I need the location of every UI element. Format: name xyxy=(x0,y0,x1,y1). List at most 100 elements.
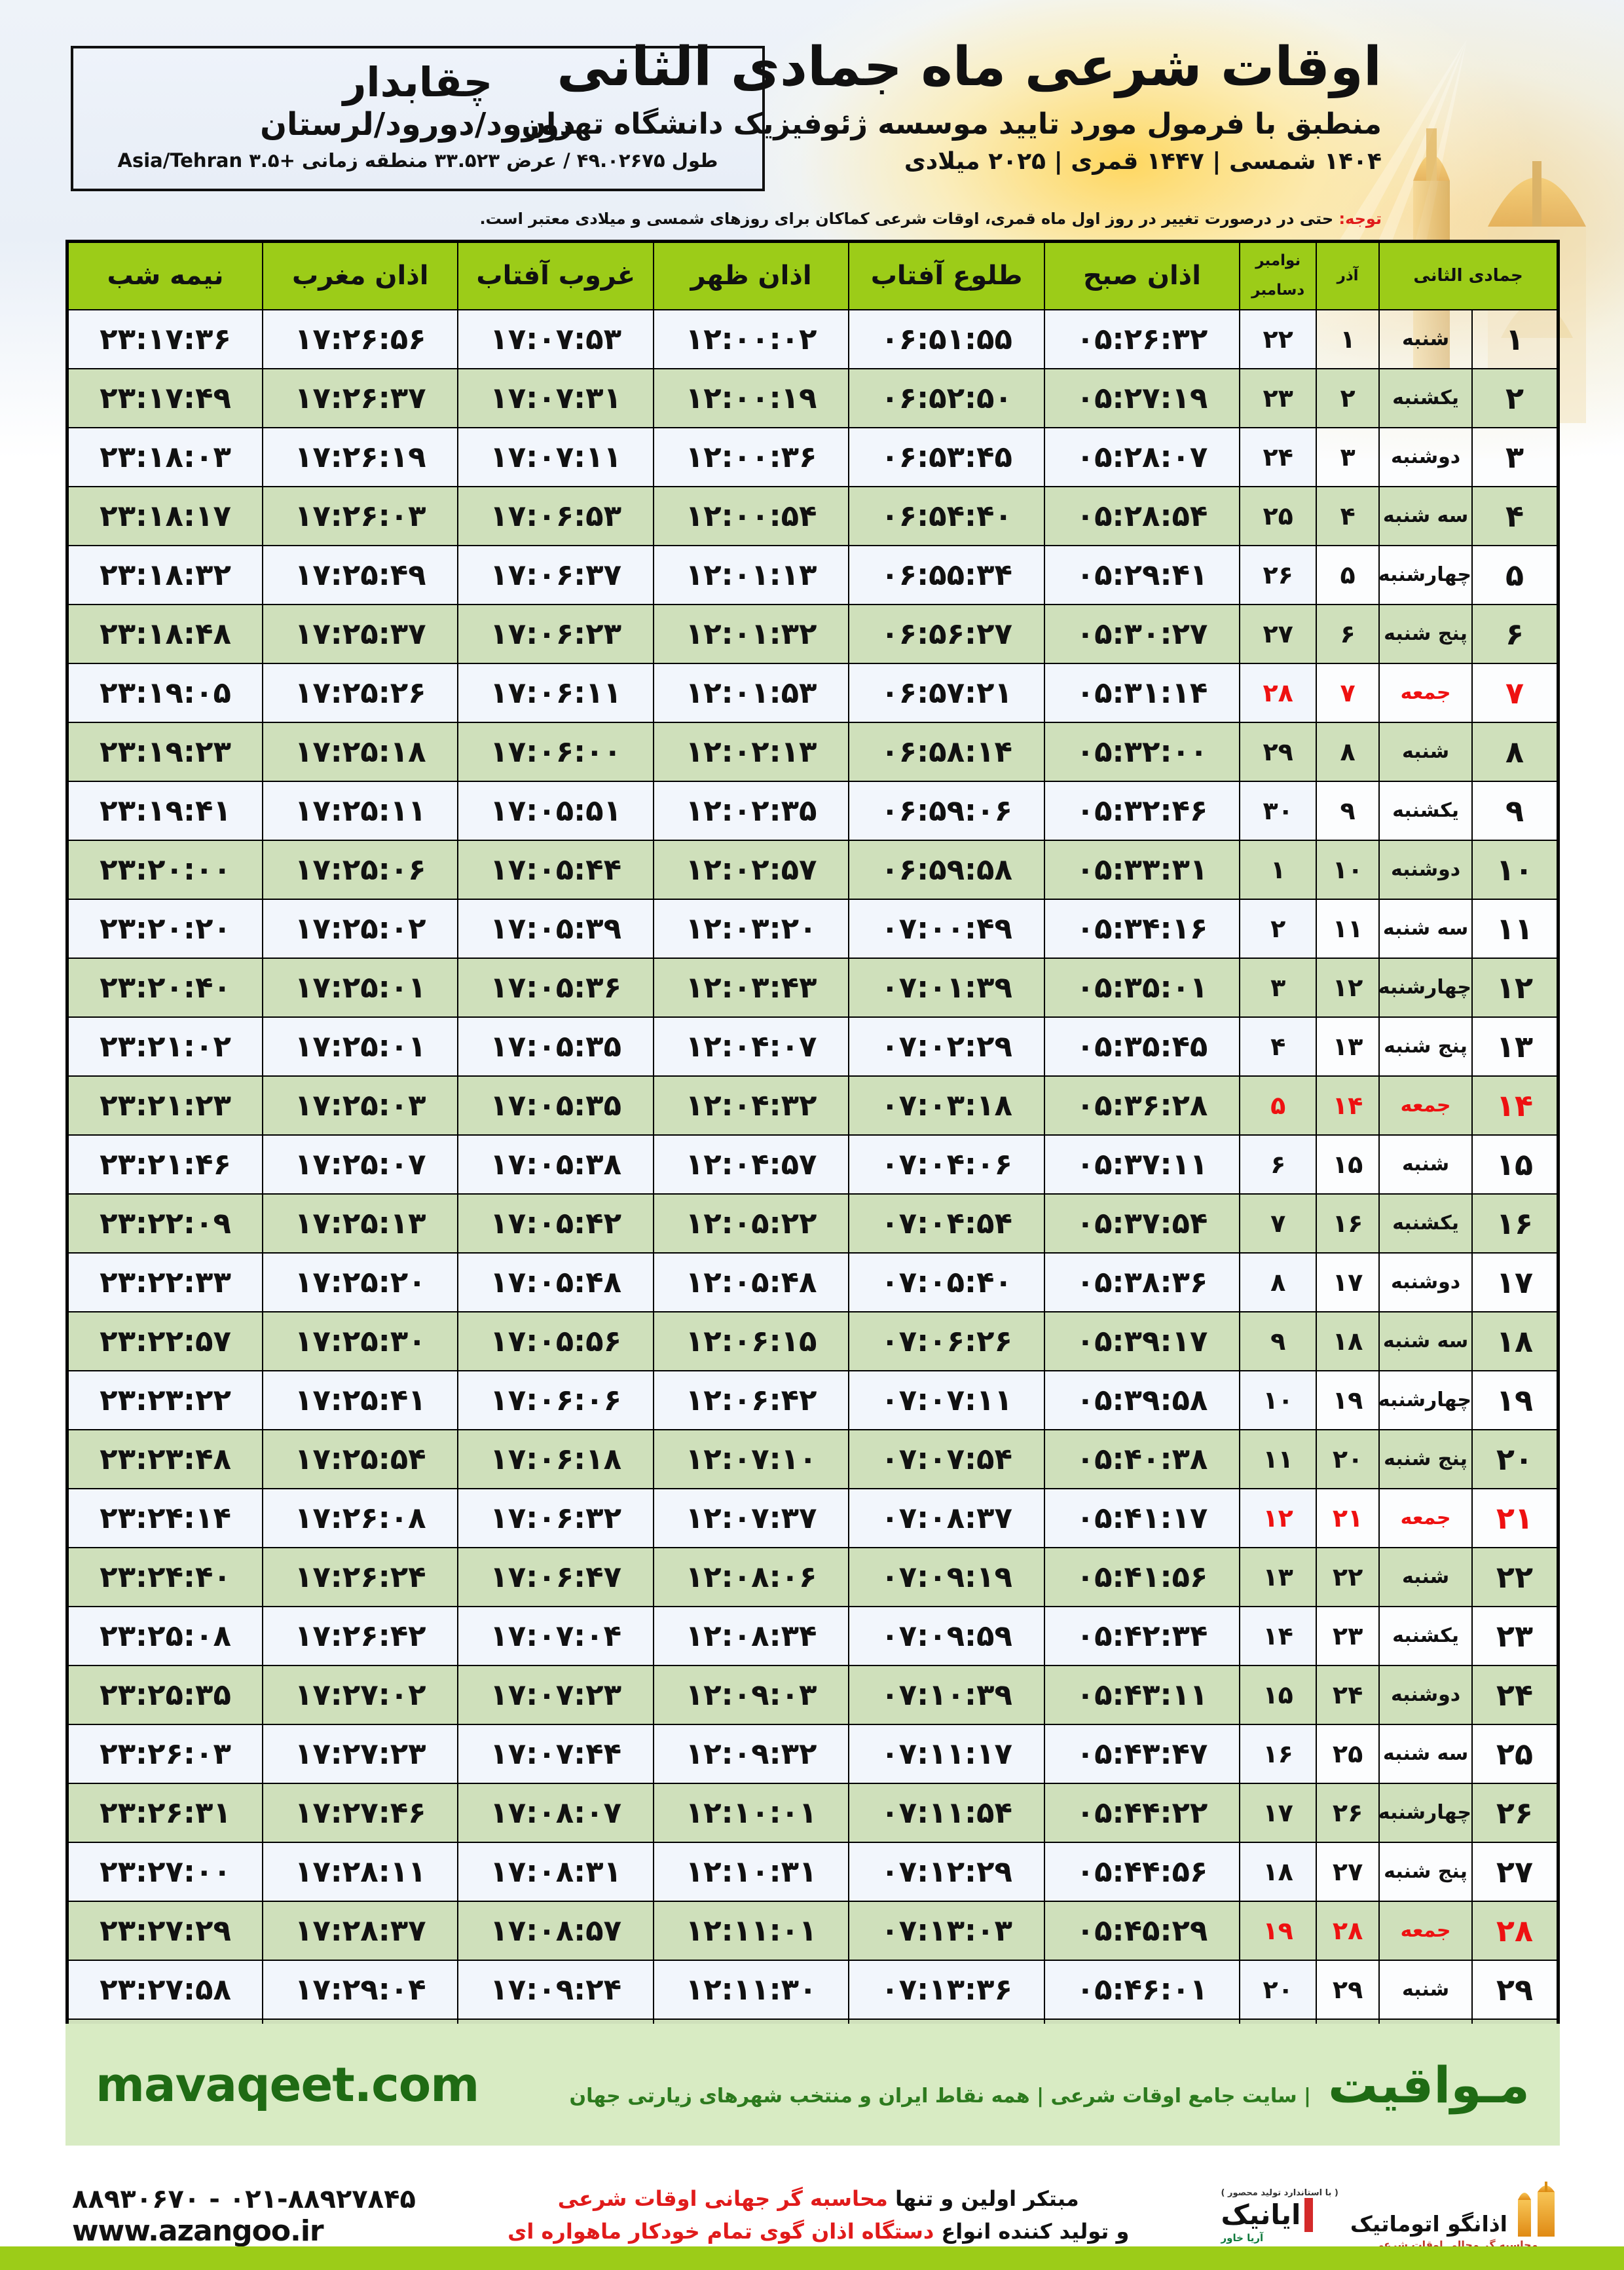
time-sunset: ۱۷:۰۷:۱۱ xyxy=(457,426,654,487)
day-weekday: دوشنبه xyxy=(1378,426,1473,487)
time-fajr: ۰۵:۳۹:۵۸ xyxy=(1043,1369,1241,1430)
time-maghrib: ۱۷:۲۵:۵۴ xyxy=(262,1428,459,1489)
time-maghrib: ۱۷:۲۵:۴۱ xyxy=(262,1369,459,1430)
col-header-midnight: نیمه شب xyxy=(66,240,264,310)
time-dhuhr: ۱۲:۰۹:۰۳ xyxy=(652,1664,850,1725)
advert-line-1-highlight: محاسبه گر جهانی اوقات شرعی xyxy=(557,2186,888,2212)
time-sunrise: ۰۷:۰۶:۲۶ xyxy=(848,1311,1045,1371)
time-sunset: ۱۷:۰۶:۱۱ xyxy=(457,662,654,723)
day-gregorian: ۲۵ xyxy=(1239,485,1318,546)
time-fajr: ۰۵:۲۹:۴۱ xyxy=(1043,544,1241,605)
time-dhuhr: ۱۲:۰۵:۲۲ xyxy=(652,1193,850,1254)
table-row: ۱۷ دوشنبه ۱۷ ۸ ۰۵:۳۸:۳۶ ۰۷:۰۵:۴۰ ۱۲:۰۵:۴۸ ۱۷:۰۵… xyxy=(66,1252,1559,1312)
time-maghrib: ۱۷:۲۵:۰۶ xyxy=(262,839,459,900)
day-solar: ۹ xyxy=(1316,780,1380,841)
time-maghrib: ۱۷:۲۵:۲۶ xyxy=(262,662,459,723)
day-hijri: ۲ xyxy=(1471,367,1559,428)
table-body: ۱ شنبه ۱ ۲۲ ۰۵:۲۶:۳۲ ۰۶:۵۱:۵۵ ۱۲:۰۰:۰۲ ۱۷:۰۷:۵۳… xyxy=(66,308,1559,2079)
time-midnight: ۲۳:۱۸:۱۷ xyxy=(66,485,264,546)
col-header-sunrise: طلوع آفتاب xyxy=(848,240,1045,310)
time-sunrise: ۰۶:۵۵:۳۴ xyxy=(848,544,1045,605)
time-sunset: ۱۷:۰۵:۴۸ xyxy=(457,1252,654,1312)
day-weekday: دوشنبه xyxy=(1378,839,1473,900)
day-solar: ۱۸ xyxy=(1316,1311,1380,1371)
day-weekday: یکشنبه xyxy=(1378,1605,1473,1666)
time-fajr: ۰۵:۲۸:۵۴ xyxy=(1043,485,1241,546)
time-dhuhr: ۱۲:۰۴:۵۷ xyxy=(652,1134,850,1195)
note-text: حتی در درصورت تغییر در روز اول ماه قمری،… xyxy=(479,210,1334,228)
advert-line-2: و تولید کننده انواع دستگاه اذان گوی تمام… xyxy=(416,2216,1221,2248)
time-sunset: ۱۷:۰۶:۴۷ xyxy=(457,1546,654,1607)
day-weekday: یکشنبه xyxy=(1378,1193,1473,1254)
time-fajr: ۰۵:۳۴:۱۶ xyxy=(1043,898,1241,959)
time-sunset: ۱۷:۰۹:۲۴ xyxy=(457,1959,654,2020)
col-header-gregorian-top: نوامبر xyxy=(1255,252,1301,270)
table-row: ۶ پنج شنبه ۶ ۲۷ ۰۵:۳۰:۲۷ ۰۶:۵۶:۲۷ ۱۲:۰۱:۳۲ ۱۷:۰… xyxy=(66,603,1559,664)
time-sunrise: ۰۷:۰۷:۵۴ xyxy=(848,1428,1045,1489)
note-label: توجه: xyxy=(1338,210,1382,228)
day-solar: ۱۷ xyxy=(1316,1252,1380,1312)
time-midnight: ۲۳:۲۴:۴۰ xyxy=(66,1546,264,1607)
day-hijri: ۱۴ xyxy=(1471,1075,1559,1136)
day-hijri: ۱۲ xyxy=(1471,957,1559,1018)
time-sunset: ۱۷:۰۶:۱۸ xyxy=(457,1428,654,1489)
time-fajr: ۰۵:۴۲:۳۴ xyxy=(1043,1605,1241,1666)
contact-website[interactable]: www.azangoo.ir xyxy=(72,2214,324,2248)
time-midnight: ۲۳:۲۲:۰۹ xyxy=(66,1193,264,1254)
day-hijri: ۱۹ xyxy=(1471,1369,1559,1430)
day-weekday: پنج شنبه xyxy=(1378,603,1473,664)
time-sunrise: ۰۶:۵۳:۴۵ xyxy=(848,426,1045,487)
footer-brand-tagline: | سایت جامع اوقات شرعی | همه نقاط ایران … xyxy=(569,2084,1312,2108)
day-gregorian: ۳ xyxy=(1239,957,1318,1018)
azangoo-logo-name: اذانگو اتوماتیک xyxy=(1350,2211,1508,2237)
time-maghrib: ۱۷:۲۵:۰۷ xyxy=(262,1134,459,1195)
time-dhuhr: ۱۲:۰۶:۴۲ xyxy=(652,1369,850,1430)
col-header-fajr: اذان صبح xyxy=(1043,240,1241,310)
day-solar: ۵ xyxy=(1316,544,1380,605)
table-header-row: جمادی الثانی آذر نوامبر دسامبر اذان صبح … xyxy=(66,240,1559,310)
table-row: ۳ دوشنبه ۳ ۲۴ ۰۵:۲۸:۰۷ ۰۶:۵۳:۴۵ ۱۲:۰۰:۳۶ ۱۷:۰۷:… xyxy=(66,426,1559,487)
time-fajr: ۰۵:۴۳:۱۱ xyxy=(1043,1664,1241,1725)
day-hijri: ۲۴ xyxy=(1471,1664,1559,1725)
time-dhuhr: ۱۲:۰۰:۱۹ xyxy=(652,367,850,428)
day-weekday: یکشنبه xyxy=(1378,367,1473,428)
time-sunset: ۱۷:۰۶:۳۲ xyxy=(457,1487,654,1548)
day-weekday: دوشنبه xyxy=(1378,1252,1473,1312)
time-sunset: ۱۷:۰۶:۳۷ xyxy=(457,544,654,605)
time-maghrib: ۱۷:۲۶:۱۹ xyxy=(262,426,459,487)
time-sunrise: ۰۷:۰۸:۳۷ xyxy=(848,1487,1045,1548)
time-sunrise: ۰۷:۱۳:۰۳ xyxy=(848,1900,1045,1961)
time-fajr: ۰۵:۳۵:۰۱ xyxy=(1043,957,1241,1018)
time-midnight: ۲۳:۲۷:۲۹ xyxy=(66,1900,264,1961)
time-sunrise: ۰۷:۱۰:۳۹ xyxy=(848,1664,1045,1725)
time-midnight: ۲۳:۲۰:۰۰ xyxy=(66,839,264,900)
time-maghrib: ۱۷:۲۷:۰۲ xyxy=(262,1664,459,1725)
time-sunrise: ۰۶:۵۲:۵۰ xyxy=(848,367,1045,428)
day-solar: ۲۰ xyxy=(1316,1428,1380,1489)
azangoo-logo: اذانگو اتوماتیک محاسبه گر مجالی اوقات شر… xyxy=(1350,2180,1561,2251)
day-gregorian: ۱۷ xyxy=(1239,1782,1318,1843)
time-sunrise: ۰۶:۵۸:۱۴ xyxy=(848,721,1045,782)
time-sunset: ۱۷:۰۶:۲۳ xyxy=(457,603,654,664)
day-solar: ۶ xyxy=(1316,603,1380,664)
time-fajr: ۰۵:۳۱:۱۴ xyxy=(1043,662,1241,723)
time-dhuhr: ۱۲:۰۱:۵۳ xyxy=(652,662,850,723)
day-weekday: چهارشنبه xyxy=(1378,1369,1473,1430)
time-maghrib: ۱۷:۲۶:۴۲ xyxy=(262,1605,459,1666)
day-gregorian: ۲۰ xyxy=(1239,1959,1318,2020)
time-midnight: ۲۳:۱۸:۳۲ xyxy=(66,544,264,605)
day-weekday: چهارشنبه xyxy=(1378,957,1473,1018)
time-sunrise: ۰۷:۰۹:۵۹ xyxy=(848,1605,1045,1666)
time-sunrise: ۰۶:۵۴:۴۰ xyxy=(848,485,1045,546)
day-solar: ۲ xyxy=(1316,367,1380,428)
footer-website-link[interactable]: mavaqeet.com xyxy=(96,2057,479,2112)
day-weekday: شنبه xyxy=(1378,1959,1473,2020)
day-hijri: ۲۸ xyxy=(1471,1900,1559,1961)
note-line: توجه: حتی در درصورت تغییر در روز اول ماه… xyxy=(98,210,1382,228)
day-hijri: ۴ xyxy=(1471,485,1559,546)
day-solar: ۷ xyxy=(1316,662,1380,723)
day-hijri: ۲۵ xyxy=(1471,1723,1559,1784)
time-dhuhr: ۱۲:۰۳:۲۰ xyxy=(652,898,850,959)
time-sunset: ۱۷:۰۶:۰۶ xyxy=(457,1369,654,1430)
table-row: ۱۸ سه شنبه ۱۸ ۹ ۰۵:۳۹:۱۷ ۰۷:۰۶:۲۶ ۱۲:۰۶:۱۵ ۱۷:۰… xyxy=(66,1311,1559,1371)
